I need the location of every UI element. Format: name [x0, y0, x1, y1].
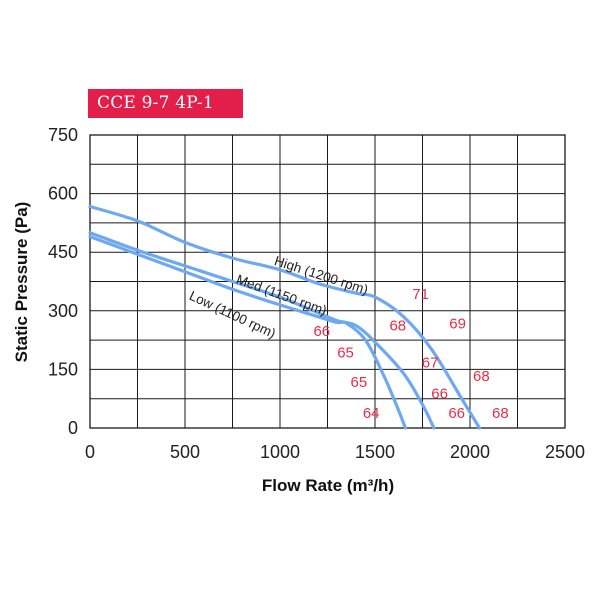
tick-labels: 0 500 1000 1500 2000 2500 0 150 300 450 600 750: [48, 125, 585, 462]
noise-level-label: 65: [351, 374, 368, 391]
noise-level-label: 66: [313, 323, 330, 340]
curve-labels: High (1200 rpm)Med (1150 rpm)Low (1100 r…: [187, 253, 370, 341]
series-line-0: [88, 204, 482, 430]
noise-level-label: 68: [473, 368, 490, 385]
x-tick-label: 2500: [545, 442, 585, 462]
noise-level-label: 68: [389, 317, 406, 334]
y-tick-label: 300: [48, 301, 78, 321]
grid: [89, 134, 566, 429]
x-tick-label: 1500: [355, 442, 395, 462]
series-group: [88, 204, 482, 430]
chart-title-badge: CCE 9-7 4P-1 3SY: [88, 89, 243, 142]
y-tick-label: 150: [48, 359, 78, 379]
y-axis-title: Static Pressure (Pa): [12, 202, 31, 363]
noise-level-label: 69: [449, 315, 466, 332]
series-line-2: [88, 235, 407, 430]
series-line-1: [88, 231, 436, 430]
x-tick-label: 0: [85, 442, 95, 462]
plot-frame: [89, 134, 566, 429]
y-tick-label: 0: [68, 418, 78, 438]
y-tick-label: 600: [48, 184, 78, 204]
noise-level-label: 64: [363, 405, 380, 422]
noise-level-label: 67: [422, 354, 439, 371]
noise-level-label: 66: [431, 386, 448, 403]
x-tick-label: 2000: [450, 442, 490, 462]
y-tick-label: 450: [48, 242, 78, 262]
x-tick-label: 1000: [260, 442, 300, 462]
noise-level-label: 66: [448, 405, 465, 422]
noise-level-label: 65: [337, 345, 354, 362]
y-tick-label: 750: [48, 125, 78, 145]
x-tick-label: 500: [170, 442, 200, 462]
x-axis-title: Flow Rate (m³/h): [262, 476, 394, 495]
noise-level-label: 71: [412, 286, 429, 303]
noise-level-label: 68: [492, 405, 509, 422]
